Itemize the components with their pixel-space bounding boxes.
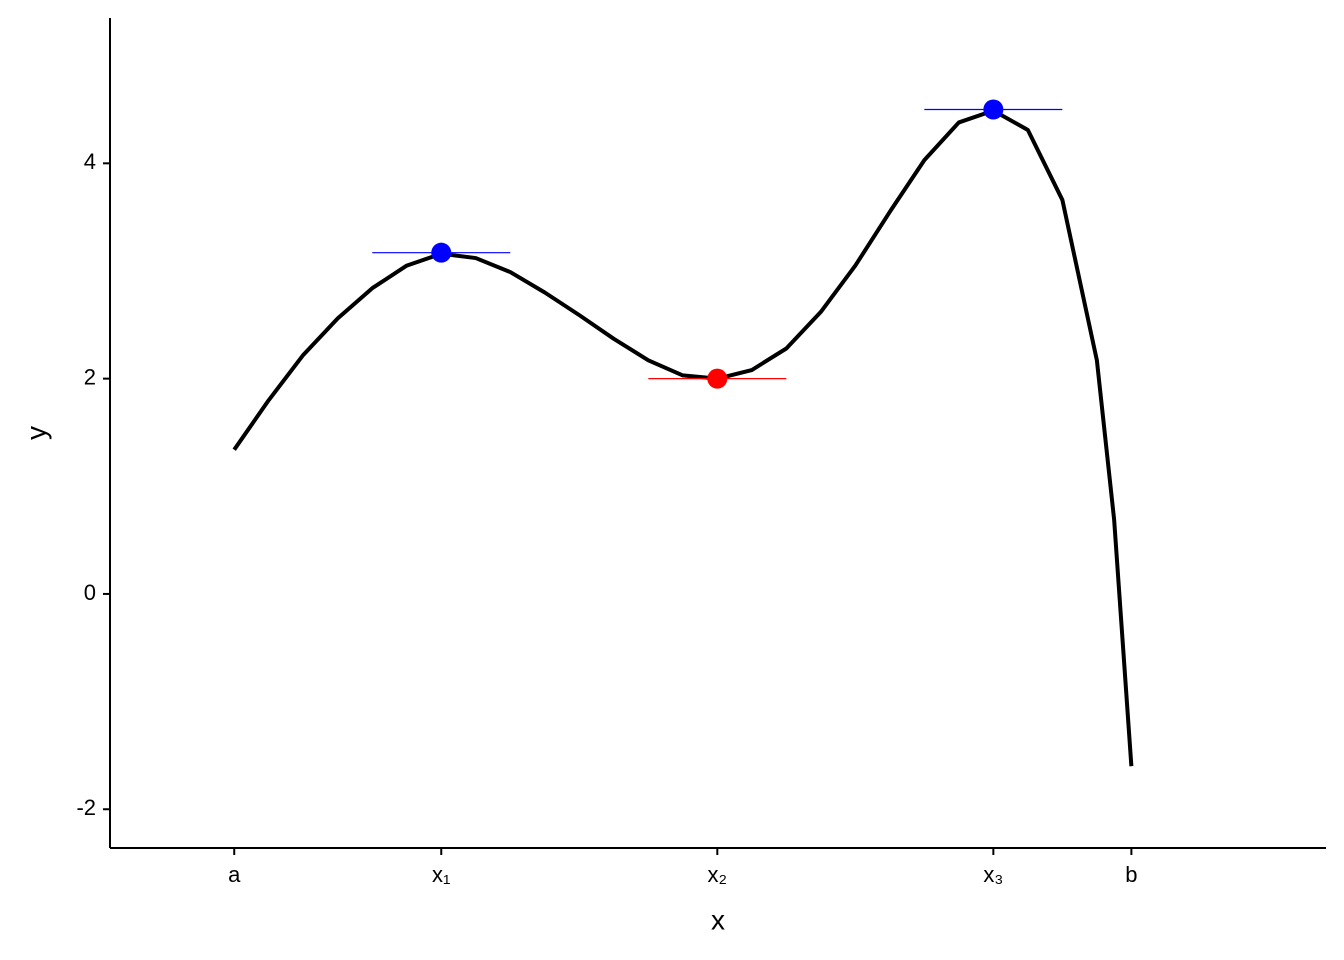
x-tick-label: x₂ xyxy=(708,862,728,887)
x-tick-label: b xyxy=(1125,862,1137,887)
point xyxy=(707,368,728,389)
x-tick-label: a xyxy=(228,862,241,887)
x-tick-label: x₁ xyxy=(432,862,450,887)
point xyxy=(431,242,452,263)
y-tick-label: 2 xyxy=(84,364,96,389)
y-tick-label: 4 xyxy=(84,149,96,174)
y-tick-label: -2 xyxy=(76,795,96,820)
x-tick-label: x₃ xyxy=(983,862,1003,887)
x-axis-title: x xyxy=(711,904,725,935)
point xyxy=(983,99,1004,120)
curve xyxy=(232,108,1134,767)
y-tick-label: 0 xyxy=(84,580,96,605)
y-axis-title: y xyxy=(20,426,51,440)
